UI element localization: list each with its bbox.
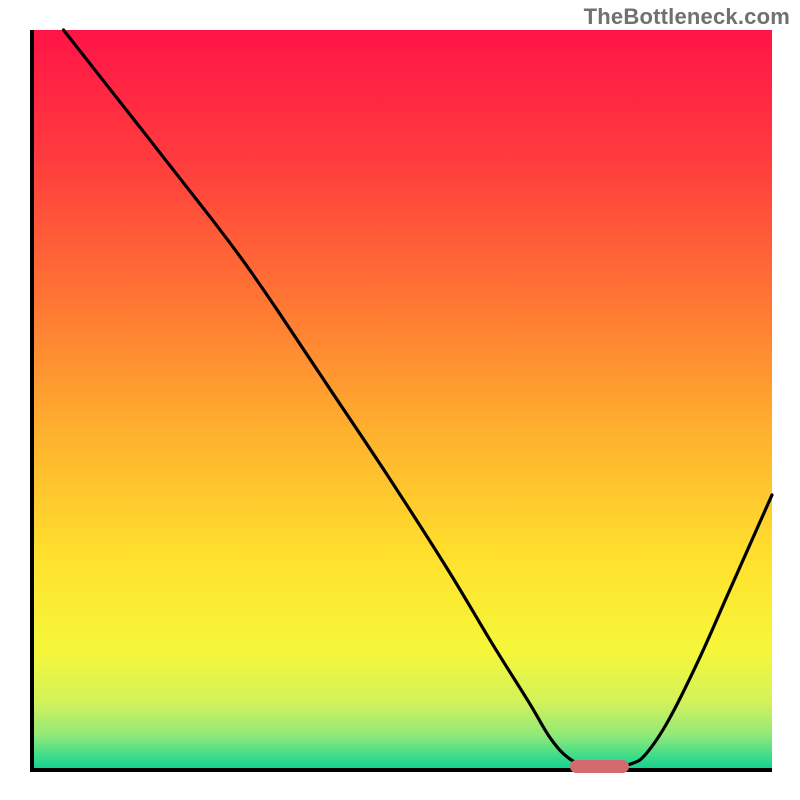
plot-frame: [30, 30, 772, 772]
watermark-text: TheBottleneck.com: [584, 4, 790, 30]
bottleneck-curve: [34, 30, 772, 768]
plot-area: [34, 30, 772, 768]
chart-container: TheBottleneck.com: [0, 0, 800, 800]
optimum-marker: [570, 760, 629, 773]
